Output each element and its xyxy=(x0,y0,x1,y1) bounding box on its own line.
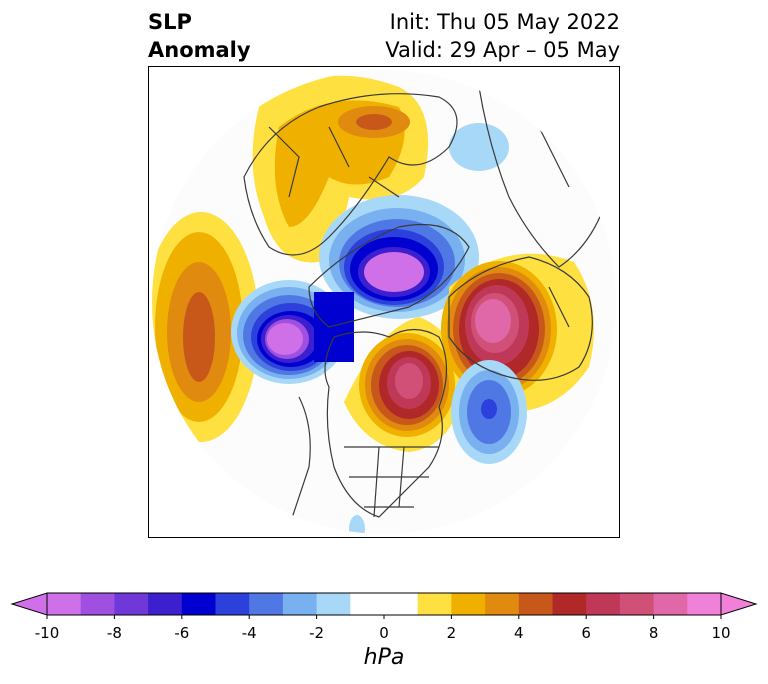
valid-range: Valid: 29 Apr – 05 May xyxy=(385,38,620,62)
colorbar-tick-label: -4 xyxy=(241,624,257,642)
colorbar-cell xyxy=(586,593,621,615)
pacific-high xyxy=(152,212,259,442)
colorbar-cell xyxy=(687,593,722,615)
colorbar-units-label: hPa xyxy=(363,645,405,670)
anomaly-fills xyxy=(152,75,594,534)
title-line-1: SLP xyxy=(148,10,192,34)
chart-title: SLP Anomaly xyxy=(148,8,251,64)
colorbar-cell xyxy=(249,593,284,615)
colorbar-cell xyxy=(619,593,655,615)
colorbar-tick-label: 2 xyxy=(446,624,457,642)
colorbar-max-extension xyxy=(720,592,758,616)
eurasia-high xyxy=(252,75,429,263)
colorbar xyxy=(10,592,758,619)
atlantic-low xyxy=(451,360,527,464)
map-canvas xyxy=(152,70,616,534)
colorbar-cell xyxy=(114,593,149,615)
colorbar-cell xyxy=(148,593,183,615)
canada-high xyxy=(344,317,464,452)
colorbar-tick-label: -2 xyxy=(309,624,325,642)
colorbar-tick-label: 0 xyxy=(379,624,389,642)
colorbar-tick-label: 4 xyxy=(514,624,524,642)
colorbar-cell xyxy=(653,593,688,615)
colorbar-tick-label: -10 xyxy=(34,624,60,642)
title-line-2: Anomaly xyxy=(148,38,251,62)
anomaly-map xyxy=(148,66,620,538)
colorbar-cell xyxy=(80,593,115,615)
colorbar-cells xyxy=(10,592,758,619)
colorbar-cell xyxy=(451,593,486,615)
colorbar-min-extension xyxy=(10,592,48,616)
colorbar-cell xyxy=(485,593,520,615)
colorbar-cell xyxy=(350,593,419,615)
arctic-low xyxy=(319,123,509,319)
colorbar-cell xyxy=(417,593,452,615)
colorbar-cell xyxy=(518,593,553,615)
colorbar-tick-label: 10 xyxy=(711,624,731,642)
colorbar-cell xyxy=(282,593,318,615)
alaska-low xyxy=(231,280,354,384)
colorbar-cell xyxy=(181,593,216,615)
small-low-patch xyxy=(349,515,365,534)
colorbar-tick-label: 8 xyxy=(648,624,659,642)
init-date: Init: Thu 05 May 2022 xyxy=(389,10,620,34)
colorbar-cell xyxy=(552,593,587,615)
colorbar-cell xyxy=(316,593,351,615)
coastlines xyxy=(243,83,606,528)
colorbar-tick-label: -6 xyxy=(174,624,190,642)
colorbar-tick-label: 6 xyxy=(581,624,591,642)
colorbar-cell xyxy=(47,593,82,615)
colorbar-cell xyxy=(215,593,250,615)
colorbar-tick-label: -8 xyxy=(106,624,122,642)
date-info: Init: Thu 05 May 2022 Valid: 29 Apr – 05… xyxy=(385,8,620,64)
